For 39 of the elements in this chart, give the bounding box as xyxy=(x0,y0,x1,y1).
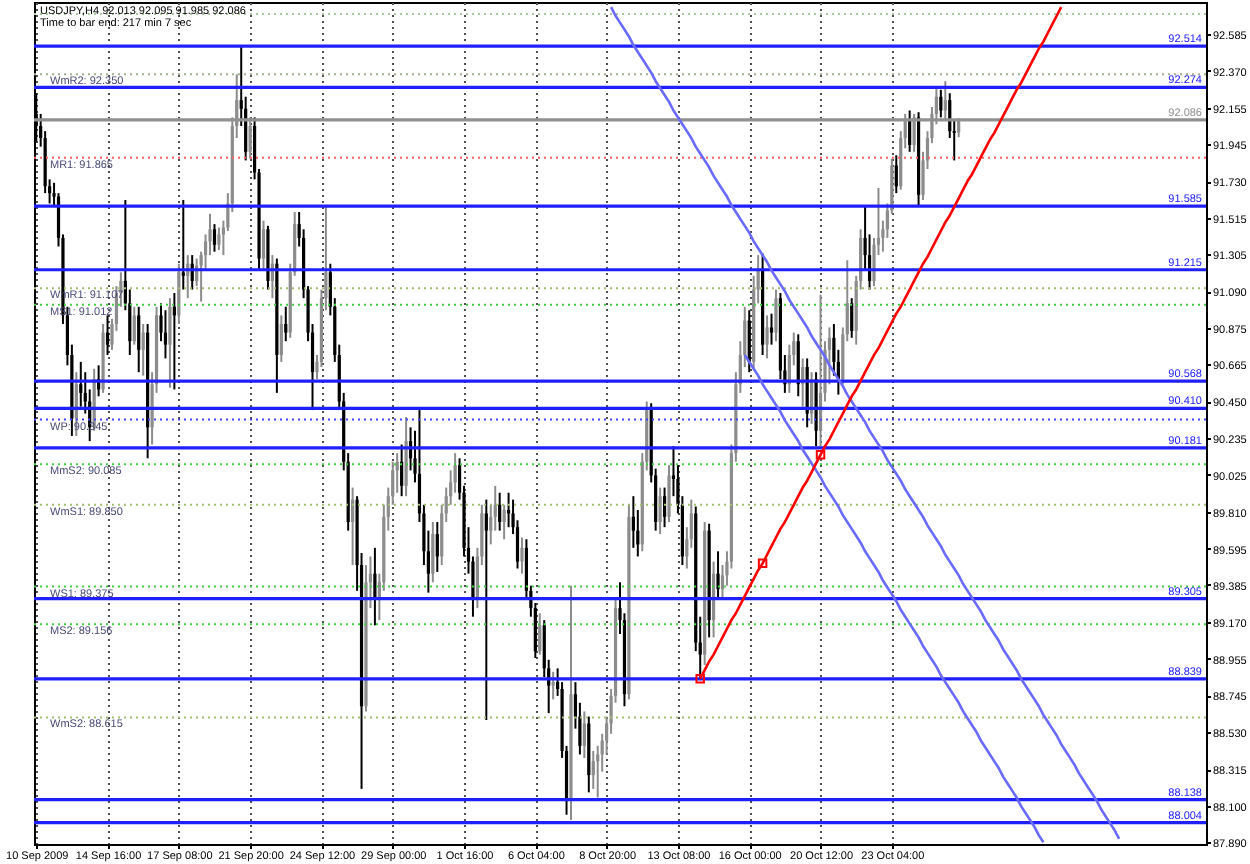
candlestick xyxy=(105,314,110,356)
candlestick xyxy=(582,710,586,759)
candlestick xyxy=(769,312,774,346)
candlestick xyxy=(551,670,555,701)
candlestick xyxy=(894,154,898,195)
candlestick xyxy=(667,464,671,524)
line-series xyxy=(609,5,1121,841)
candlestick xyxy=(502,503,506,541)
candlestick xyxy=(279,314,283,363)
candlestick xyxy=(484,498,488,722)
candlestick xyxy=(141,322,145,377)
candlestick xyxy=(716,550,720,601)
candlestick xyxy=(404,415,408,498)
candlestick xyxy=(435,521,439,573)
candlestick xyxy=(132,305,136,346)
candlestick xyxy=(79,360,83,408)
candlestick xyxy=(850,297,854,339)
candlestick xyxy=(163,309,168,360)
candlestick xyxy=(538,612,542,656)
candlestick xyxy=(284,305,288,343)
candlestick xyxy=(498,491,502,532)
candlestick xyxy=(591,750,595,790)
candlestick xyxy=(168,297,172,389)
candlestick xyxy=(631,495,635,549)
candlestick xyxy=(774,288,778,343)
candlestick xyxy=(261,219,266,270)
candlestick xyxy=(137,305,141,374)
point xyxy=(695,673,705,684)
candlestick xyxy=(212,223,217,253)
candlestick xyxy=(373,546,377,627)
point xyxy=(815,450,826,460)
candlestick xyxy=(520,536,524,575)
candlestick xyxy=(908,109,912,153)
candlestick xyxy=(765,314,769,360)
candlestick xyxy=(181,199,185,291)
candlestick xyxy=(658,486,662,536)
candlestick xyxy=(217,226,221,251)
point xyxy=(757,558,768,569)
candlestick xyxy=(431,521,435,584)
